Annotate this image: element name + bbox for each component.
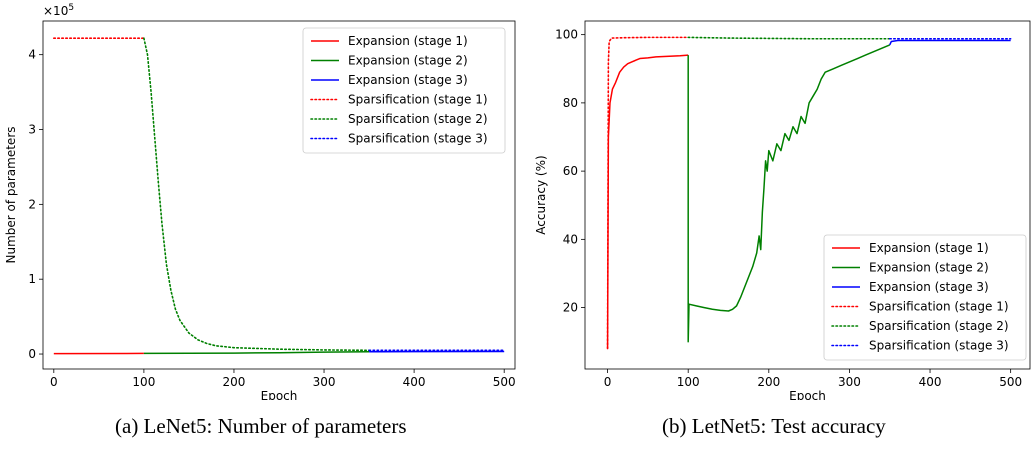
x-tick-label: 200 [223, 375, 246, 389]
y-tick-label: 4 [28, 48, 36, 62]
y-offset-base: ×10 [43, 4, 68, 18]
y-offset-exponent: 5 [68, 3, 74, 13]
y-tick-label: 1 [28, 272, 36, 286]
legend-label: Sparsification (stage 2) [869, 319, 1009, 333]
x-tick-label: 300 [313, 375, 336, 389]
y-tick-label: 60 [563, 164, 578, 178]
y-axis-label: Number of parameters [4, 126, 18, 263]
legend-label: Expansion (stage 3) [348, 73, 468, 87]
axes-frame [584, 20, 1031, 370]
plot-area [606, 36, 1012, 350]
x-tick-label: 300 [838, 375, 861, 389]
series-line-2 [687, 44, 891, 343]
x-tick-label: 500 [999, 375, 1022, 389]
chart-a: 0 100 200 300 400 500 0 1 2 3 4 Epoch Number of para… [4, 3, 516, 400]
series-line-5 [143, 37, 370, 352]
x-axis-label: Epoch [789, 389, 826, 400]
x-tick-label: 400 [403, 375, 426, 389]
y-tick-label: 20 [563, 301, 578, 315]
caption-a: (a) LeNet5: Number of parameters [115, 414, 407, 438]
series-line-4 [606, 36, 689, 350]
y-tick-label: 2 [28, 197, 36, 211]
y-tick-label: 80 [563, 96, 578, 110]
y-tick-label: 3 [28, 123, 36, 137]
x-tick-label: 200 [757, 375, 780, 389]
legend-label: Expansion (stage 1) [348, 34, 468, 48]
legend-label: Sparsification (stage 3) [348, 132, 488, 146]
axes-frame [42, 20, 516, 370]
legend: Expansion (stage 1) Expansion (stage 2) Ex… [302, 27, 506, 154]
y-tick-label: 100 [555, 28, 578, 42]
plot-area [53, 37, 505, 355]
legend-label: Expansion (stage 2) [869, 261, 989, 275]
x-tick-label: 400 [919, 375, 942, 389]
series-line-1 [606, 54, 689, 349]
legend-label: Sparsification (stage 1) [869, 300, 1009, 314]
legend-label: Expansion (stage 3) [869, 280, 989, 294]
x-tick-label: 0 [50, 375, 58, 389]
legend-box [302, 27, 506, 154]
chart-b: 0 100 200 300 400 500 20 40 60 80 100 Epoch Accuracy… [534, 20, 1031, 400]
series-line-2 [143, 351, 370, 355]
y-offset-label: ×105 [43, 3, 74, 18]
legend-label: Sparsification (stage 3) [869, 339, 1009, 353]
x-axis-label: Epoch [261, 389, 298, 400]
x-tick-label: 100 [677, 375, 700, 389]
y-tick-label: 0 [28, 347, 36, 361]
series-line-3 [889, 39, 1011, 46]
y-axis-label: Accuracy (%) [534, 155, 548, 234]
x-tick-label: 500 [493, 375, 516, 389]
legend-label: Sparsification (stage 1) [348, 93, 488, 107]
legend-label: Sparsification (stage 2) [348, 112, 488, 126]
legend: Expansion (stage 1) Expansion (stage 2) Ex… [823, 234, 1027, 361]
x-tick-label: 0 [604, 375, 612, 389]
legend-label: Expansion (stage 1) [869, 241, 989, 255]
series-line-5 [687, 36, 891, 40]
legend-label: Expansion (stage 2) [348, 54, 468, 68]
caption-b: (b) LetNet5: Test accuracy [662, 414, 886, 438]
x-tick-label: 100 [132, 375, 155, 389]
legend-box [823, 234, 1027, 361]
y-tick-label: 40 [563, 232, 578, 246]
